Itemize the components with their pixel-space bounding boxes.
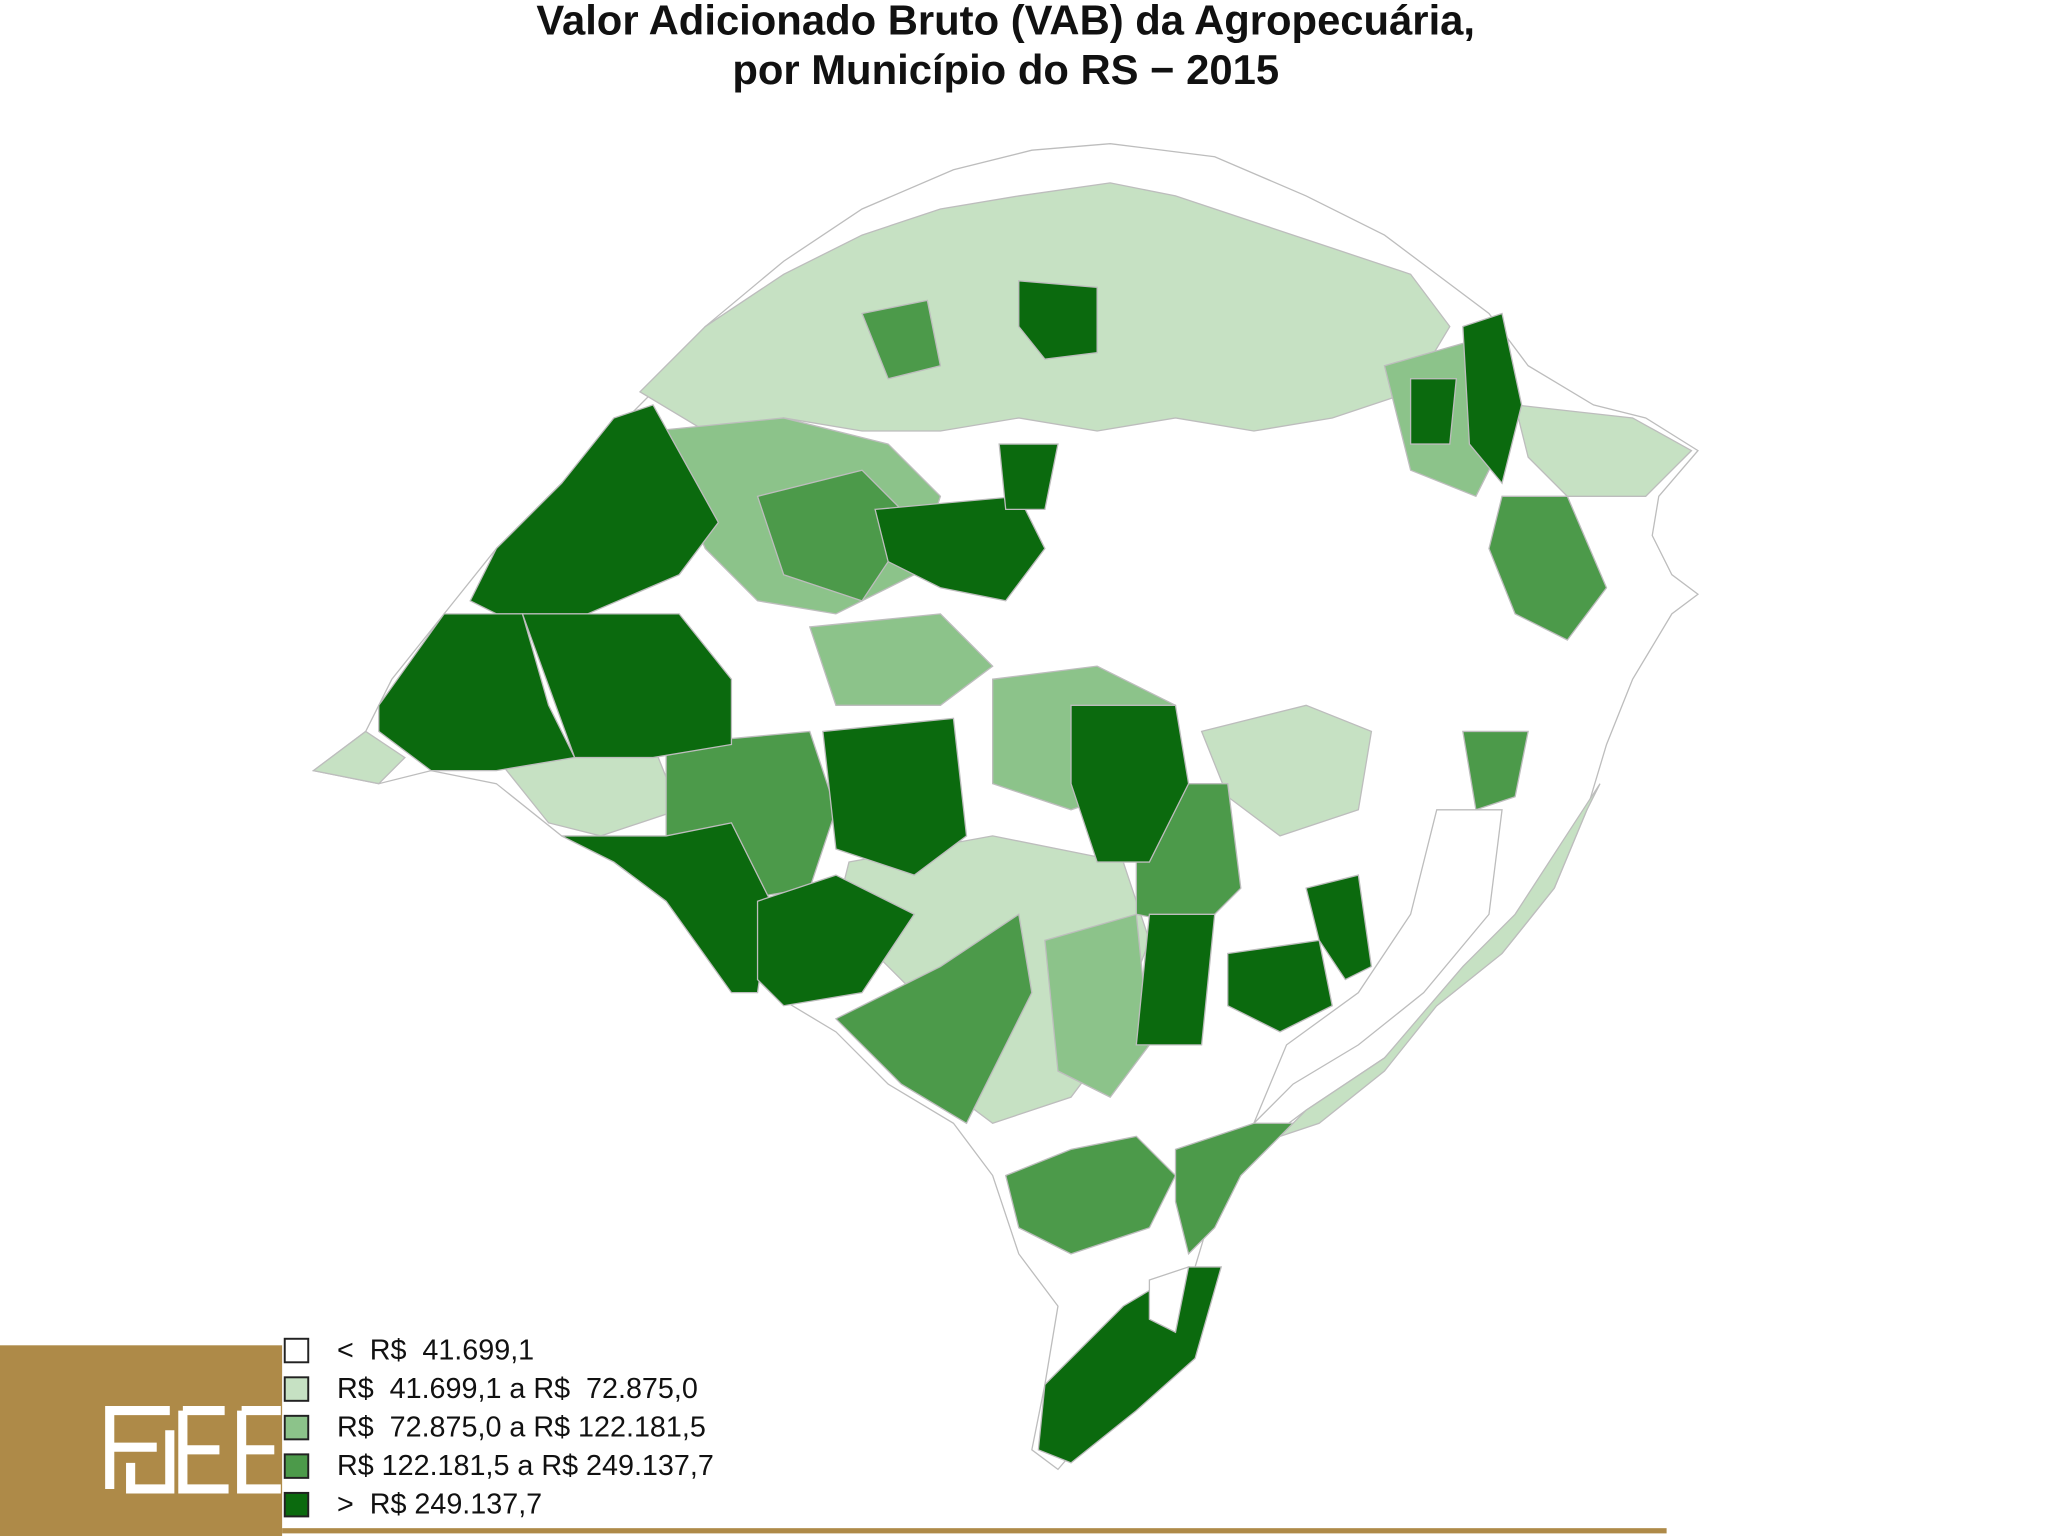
region <box>1514 404 1693 497</box>
region <box>521 613 733 759</box>
region <box>998 443 1059 511</box>
region <box>1135 913 1216 1046</box>
legend-swatch <box>283 1414 310 1441</box>
lagoon <box>1148 1265 1190 1334</box>
legend: < R$ 41.699,1 R$ 41.699,1 a R$ 72.875,0 R$… <box>283 1334 714 1521</box>
legend-label: R$ 72.875,0 a R$ 122.181,5 <box>337 1411 706 1443</box>
legend-label: > R$ 249.137,7 <box>337 1489 542 1521</box>
legend-label: R$ 41.699,1 a R$ 72.875,0 <box>337 1373 698 1405</box>
region <box>822 717 968 876</box>
region <box>1279 783 1601 1137</box>
region <box>1227 939 1333 1033</box>
legend-swatch <box>283 1376 310 1402</box>
map <box>311 143 1700 1471</box>
logo-mark <box>105 1406 281 1494</box>
logo-panel <box>0 1345 283 1536</box>
region <box>1462 730 1529 811</box>
region <box>1305 874 1373 981</box>
legend-label: < R$ 41.699,1 <box>337 1334 534 1366</box>
region <box>1488 495 1608 641</box>
region <box>311 730 406 785</box>
footer-rule <box>282 1528 1667 1534</box>
region <box>808 613 994 706</box>
title-line: Valor Adicionado Bruto (VAB) da Agropecu… <box>536 0 1475 44</box>
lagoon <box>1253 809 1503 1124</box>
legend-swatch <box>283 1337 310 1364</box>
region <box>756 874 916 1007</box>
legend-label: R$ 122.181,5 a R$ 249.137,7 <box>337 1450 714 1482</box>
region <box>1044 913 1151 1098</box>
region <box>1018 280 1098 360</box>
logo <box>0 1345 1667 1536</box>
title-line: por Município do RS − 2015 <box>732 46 1279 93</box>
legend-swatch <box>283 1453 310 1479</box>
region <box>861 299 942 380</box>
region <box>1462 312 1523 485</box>
region <box>1070 704 1190 863</box>
region <box>834 913 1033 1125</box>
region <box>1174 1122 1295 1256</box>
legend-swatch <box>283 1491 310 1518</box>
region <box>561 822 772 994</box>
region <box>1409 378 1458 445</box>
region <box>1004 1135 1177 1255</box>
